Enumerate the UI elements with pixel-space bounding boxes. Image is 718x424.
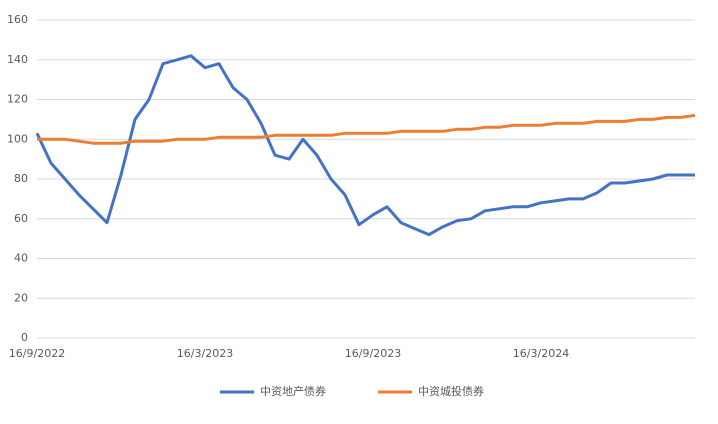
y-tick-label: 80 [14,172,28,185]
x-tick-label: 16/3/2023 [177,347,233,360]
y-tick-label: 140 [7,53,28,66]
x-tick-label: 16/3/2024 [513,347,569,360]
x-tick-label: 16/9/2023 [345,347,401,360]
legend-label: 中资城投债券 [418,384,484,398]
y-tick-label: 40 [14,252,28,265]
y-tick-label: 100 [7,132,28,145]
series-line [37,113,696,145]
series-line [35,54,695,237]
y-tick-label: 0 [21,331,28,344]
y-tick-label: 120 [7,93,28,106]
y-tick-label: 160 [7,13,28,26]
y-tick-label: 20 [14,291,28,304]
x-tick-label: 16/9/2022 [9,347,65,360]
legend-label: 中资地产债券 [260,384,326,398]
y-tick-label: 60 [14,212,28,225]
